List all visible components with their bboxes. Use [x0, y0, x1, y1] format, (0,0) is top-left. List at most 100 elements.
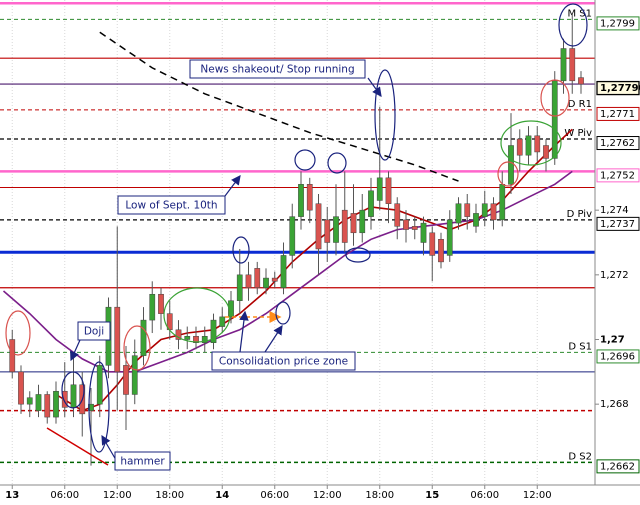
- candle-body: [403, 219, 409, 230]
- x-tick-label: 12:00: [313, 490, 342, 501]
- oval: [345, 247, 371, 263]
- candle-body: [35, 394, 42, 411]
- candle-body: [88, 403, 94, 411]
- candle-body: [149, 293, 156, 321]
- candle-body: [516, 138, 523, 156]
- x-tick-label: 06:00: [50, 490, 79, 501]
- price-label: 1,2799: [600, 18, 635, 29]
- candle-body: [508, 145, 514, 185]
- candle-body: [490, 203, 497, 221]
- candle-body: [306, 184, 313, 211]
- level-tag: D Piv: [567, 209, 592, 220]
- price-label-box: [596, 80, 640, 96]
- candle-body: [359, 209, 366, 234]
- candle-body: [9, 339, 16, 373]
- candle-body: [26, 397, 33, 405]
- candle-body: [578, 77, 584, 85]
- annotation-text: Low of Sept. 10th: [125, 200, 217, 212]
- x-tick-label: 14: [215, 490, 229, 501]
- candle-body: [560, 48, 567, 82]
- oval: [275, 301, 291, 325]
- y-tick-label: 1,27: [600, 335, 625, 346]
- candle-body: [184, 336, 191, 340]
- candle-body: [534, 135, 541, 153]
- candle-body: [18, 371, 24, 405]
- level-tag: D R1: [568, 99, 592, 110]
- annotation-text: Doji: [84, 326, 104, 338]
- candle-body: [324, 219, 331, 243]
- oval: [327, 152, 347, 174]
- candle-body: [473, 213, 479, 227]
- candle-body: [298, 184, 304, 217]
- annotations: News shakeout/ Stop running Low of Sept. …: [77, 59, 366, 471]
- candle-body: [464, 203, 471, 217]
- price-label: 1,2762: [600, 138, 635, 149]
- candle-body: [193, 336, 199, 343]
- candle-body: [114, 306, 121, 373]
- candle-body: [368, 190, 374, 217]
- candle-body: [446, 219, 453, 256]
- arrow: [101, 434, 117, 461]
- x-tick-label: 18:00: [155, 490, 184, 501]
- oval: [294, 149, 316, 171]
- annotation-box: [77, 321, 111, 341]
- oval: [61, 371, 85, 409]
- level-tag: M S1: [567, 8, 592, 19]
- oval: [497, 161, 519, 187]
- candle-body: [263, 277, 269, 289]
- candle-body: [481, 203, 488, 217]
- annotation-box: [117, 195, 226, 215]
- candle-body: [61, 390, 68, 408]
- price-label-box: [596, 459, 640, 474]
- price-label-box: [596, 168, 640, 183]
- annotation-text: hammer: [120, 456, 165, 468]
- level-tag: D S1: [568, 341, 592, 352]
- candle-body: [385, 177, 392, 204]
- candle-body: [429, 232, 436, 256]
- candle-body: [525, 135, 532, 156]
- oval: [88, 361, 110, 453]
- price-label: 1,2662: [600, 461, 635, 472]
- candle-body: [123, 365, 129, 395]
- candle-body: [96, 365, 103, 405]
- candle-body: [350, 213, 357, 234]
- candle-body: [228, 300, 234, 318]
- arrow: [367, 77, 382, 97]
- y-tick-label: 1,274: [600, 205, 629, 216]
- x-tick-label: 12:00: [523, 490, 552, 501]
- candle-body: [245, 274, 252, 289]
- candles: [9, 12, 584, 466]
- price-label-box: [596, 136, 640, 151]
- annotation-box: [211, 351, 356, 371]
- x-tick-label: 12:00: [103, 490, 132, 501]
- price-label-box: [596, 349, 640, 364]
- trend-line: [46, 427, 109, 466]
- price-label-box: [596, 16, 640, 31]
- candle-body: [175, 329, 182, 340]
- arrow: [70, 339, 81, 362]
- candle-body: [315, 203, 322, 250]
- axes: 13 06:00 12:00 18:00 14 06:00 12:00 18:00 15 06:0…: [5, 16, 640, 501]
- candle-body: [201, 336, 208, 343]
- candle-body: [289, 216, 296, 256]
- price-label: 1,2696: [600, 351, 635, 362]
- candle-body: [254, 268, 261, 289]
- candle-body: [455, 203, 462, 224]
- candle-body: [219, 316, 226, 327]
- x-tick-label: 06:00: [260, 490, 289, 501]
- price-label: 1,27790: [600, 83, 640, 94]
- oval: [5, 310, 31, 356]
- candle-body: [333, 216, 339, 243]
- candle-body: [499, 184, 506, 221]
- x-tick-label: 13: [5, 490, 19, 501]
- oval: [232, 236, 250, 264]
- oval: [540, 79, 570, 117]
- level-tag: D S2: [568, 451, 592, 462]
- oval: [163, 287, 231, 343]
- candle-body: [53, 390, 59, 418]
- price-axis-panel: [595, 0, 640, 485]
- candle-body: [210, 319, 217, 343]
- y-tick-label: 1,272: [600, 270, 629, 281]
- price-label: 1,2737: [600, 219, 635, 230]
